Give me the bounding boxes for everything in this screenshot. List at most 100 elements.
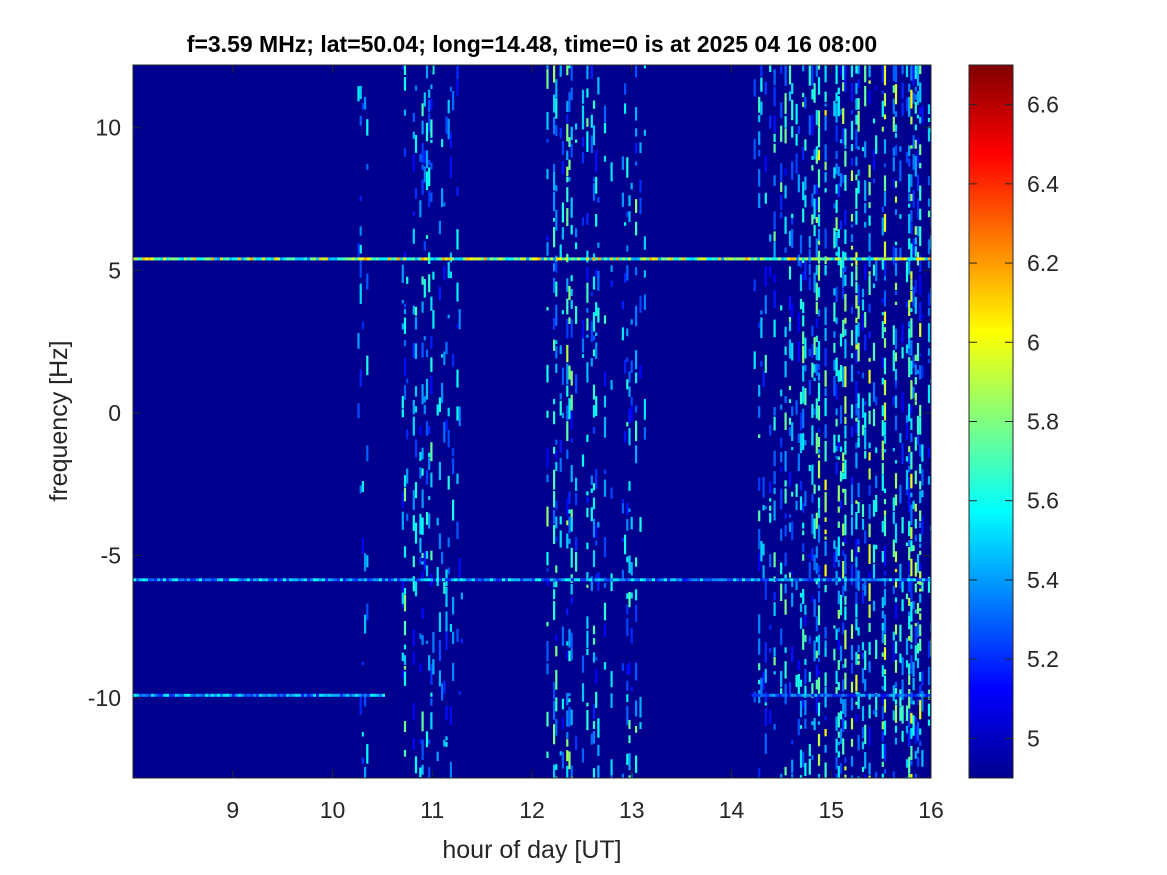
heatmap-cell [908, 174, 911, 193]
spectral-line-cell [550, 257, 553, 261]
spectral-line-cell [700, 257, 703, 261]
spectral-line-cell [472, 257, 475, 261]
heatmap-cell [769, 648, 772, 653]
spectral-line-cell [760, 693, 764, 697]
spectral-line-cell [601, 257, 604, 261]
heatmap-cell [639, 696, 642, 718]
heatmap-cell [883, 647, 887, 660]
heatmap-cell [758, 96, 761, 113]
heatmap-cell [817, 65, 821, 70]
heatmap-cell [758, 406, 761, 418]
heatmap-cell [881, 377, 884, 385]
heatmap-cell [914, 437, 917, 451]
spectral-line-cell [148, 578, 151, 582]
heatmap-cell [908, 491, 911, 513]
spectral-line-cell [379, 578, 382, 582]
heatmap-cell [916, 658, 920, 669]
heatmap-cell [760, 65, 763, 77]
spectral-line-cell [640, 257, 643, 261]
heatmap-cell [817, 605, 821, 626]
spectral-line-cell [637, 578, 640, 582]
heatmap-cell [844, 629, 847, 650]
heatmap-cell [791, 773, 794, 778]
spectral-line-cell [895, 578, 898, 582]
spectral-line-cell [769, 578, 772, 582]
spectral-line-cell [352, 257, 355, 261]
heatmap-cell [868, 762, 871, 775]
heatmap-cell [855, 452, 858, 469]
heatmap-cell [425, 150, 429, 169]
heatmap-cell [914, 297, 917, 314]
heatmap-cell [894, 699, 898, 705]
heatmap-cell [815, 679, 818, 690]
spectral-line-cell [841, 578, 844, 582]
heatmap-cell [788, 339, 792, 359]
heatmap-cell [912, 92, 915, 104]
heatmap-cell [842, 108, 845, 124]
spectral-line-cell [541, 257, 544, 261]
heatmap-cell [773, 115, 776, 133]
spectral-line-cell [868, 257, 871, 261]
heatmap-cell [421, 608, 424, 619]
heatmap-cell [919, 365, 922, 380]
spectral-line-cell [697, 578, 700, 582]
heatmap-cell [813, 225, 816, 237]
spectral-line-cell [148, 257, 151, 261]
spectral-line-cell [361, 257, 364, 261]
heatmap-cell [910, 243, 913, 261]
heatmap-cell [566, 385, 569, 397]
heatmap-cell [359, 485, 362, 494]
heatmap-cell [428, 767, 431, 778]
heatmap-cell [842, 541, 845, 546]
heatmap-cell [824, 529, 827, 535]
colorbar-tick-label: 5.2 [1027, 646, 1059, 672]
heatmap-cell [791, 521, 794, 541]
heatmap-cell [861, 147, 865, 152]
heatmap-cell [788, 91, 792, 101]
heatmap-cell [758, 322, 761, 328]
heatmap-cell [835, 716, 838, 731]
heatmap-cell [839, 220, 843, 230]
heatmap-cell [864, 580, 867, 585]
spectral-line-cell [787, 257, 790, 261]
heatmap-cell [456, 282, 459, 302]
spectral-line-cell [325, 257, 328, 261]
heatmap-cell [603, 537, 607, 558]
heatmap-cell [802, 433, 805, 450]
spectral-line-cell [820, 257, 823, 261]
spectral-line-cell [259, 578, 262, 582]
spectral-line-cell [868, 693, 872, 697]
spectral-line-cell [781, 257, 784, 261]
heatmap-cell [899, 160, 902, 182]
heatmap-cell [595, 269, 598, 277]
spectral-line-cell [871, 257, 874, 261]
heatmap-cell [597, 718, 600, 738]
heatmap-cell [581, 152, 585, 164]
heatmap-cell [802, 554, 805, 561]
heatmap-cell [916, 756, 920, 767]
spectral-line-cell [190, 257, 193, 261]
heatmap-cell [414, 579, 418, 597]
heatmap-cell [921, 365, 924, 379]
heatmap-cell [438, 640, 441, 661]
heatmap-cell [628, 508, 631, 512]
spectral-line-cell [673, 257, 676, 261]
heatmap-cell [791, 99, 794, 121]
heatmap-cell [788, 317, 792, 323]
heatmap-cell [916, 721, 920, 742]
heatmap-cell [797, 718, 800, 736]
heatmap-cell [610, 265, 613, 273]
heatmap-cell [817, 437, 821, 447]
spectral-line-cell [313, 693, 316, 697]
spectral-line-cell [355, 693, 358, 697]
heatmap-cell [762, 505, 765, 511]
heatmap-cell [881, 90, 884, 94]
heatmap-cell [561, 227, 564, 240]
heatmap-cell [758, 193, 761, 208]
heatmap-cell [855, 115, 858, 125]
heatmap-cell [764, 733, 767, 755]
heatmap-cell [366, 445, 369, 462]
heatmap-cell [784, 361, 787, 378]
heatmap-cell [835, 317, 838, 325]
heatmap-cell [817, 734, 821, 747]
